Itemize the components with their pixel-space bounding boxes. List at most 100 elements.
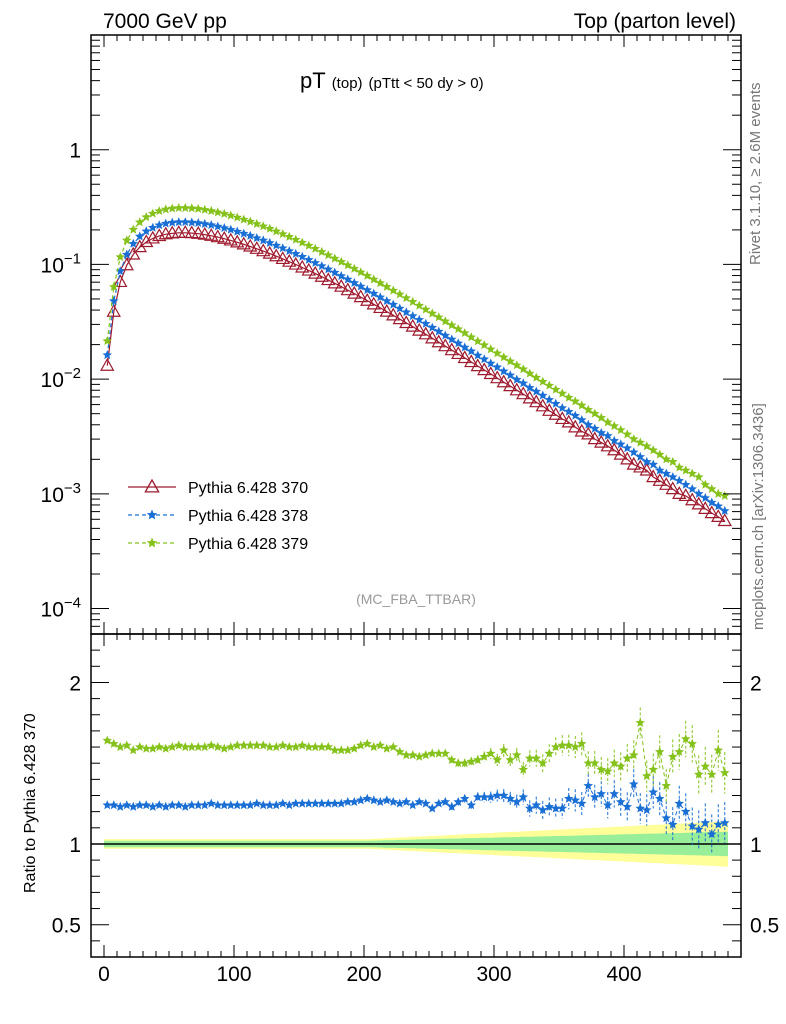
data-point <box>460 758 470 768</box>
data-point <box>375 292 385 302</box>
main-series-1 <box>102 217 730 515</box>
data-point <box>206 740 216 750</box>
data-point <box>616 425 626 435</box>
data-point <box>174 740 184 750</box>
data-point <box>349 797 359 806</box>
data-point <box>444 342 459 356</box>
data-point <box>122 800 132 810</box>
data-point <box>434 312 444 322</box>
data-point <box>388 797 398 806</box>
data-point <box>258 235 268 245</box>
data-point <box>232 226 242 236</box>
data-point <box>369 274 379 284</box>
data-point <box>148 743 158 753</box>
ratio-uncertainty-band <box>91 821 741 867</box>
data-point <box>544 380 554 390</box>
data-point <box>720 505 730 515</box>
data-point <box>245 740 255 750</box>
data-point <box>388 742 398 752</box>
data-point <box>490 370 505 384</box>
data-point <box>574 423 589 437</box>
data-point <box>626 456 641 470</box>
data-point <box>167 742 177 752</box>
data-point <box>269 248 284 262</box>
data-point <box>516 386 531 400</box>
data-point <box>531 386 541 396</box>
plot-title-main: pT <box>300 68 326 93</box>
data-point <box>174 800 184 810</box>
data-point <box>531 800 541 810</box>
data-point <box>483 366 498 380</box>
data-point <box>219 800 229 810</box>
data-point <box>713 819 723 829</box>
data-point <box>620 451 635 465</box>
legend-label: Pythia 6.428 378 <box>188 508 308 525</box>
data-point <box>672 486 687 499</box>
data-point <box>681 806 691 816</box>
data-point <box>466 756 476 766</box>
data-point <box>139 234 154 248</box>
data-point <box>535 398 550 412</box>
data-point <box>304 742 314 752</box>
data-point <box>622 443 632 453</box>
data-point <box>349 263 359 273</box>
data-point <box>197 226 212 240</box>
data-point <box>161 218 171 228</box>
data-point <box>577 400 587 410</box>
data-point <box>431 334 446 348</box>
data-point <box>577 738 587 748</box>
ratio-y-tick-label-right: 0.5 <box>750 915 779 938</box>
data-point <box>258 221 268 231</box>
y-tick-label: 10−4 <box>41 595 81 622</box>
data-point <box>145 230 160 244</box>
data-point <box>297 798 307 808</box>
data-point <box>193 203 203 213</box>
data-point <box>648 445 658 455</box>
legend-entry-0: Pythia 6.428 370 <box>128 478 308 497</box>
data-point <box>204 228 219 241</box>
data-point <box>711 509 726 523</box>
data-point <box>609 421 619 431</box>
data-point <box>193 742 203 752</box>
data-point <box>193 218 203 227</box>
data-point <box>256 243 271 257</box>
data-point <box>427 308 437 318</box>
data-point <box>226 224 236 234</box>
main-series-2 <box>102 202 730 500</box>
data-point <box>499 366 509 376</box>
data-point <box>509 382 524 396</box>
data-point <box>700 761 710 771</box>
data-point <box>115 252 125 262</box>
data-point <box>531 753 541 763</box>
data-point <box>596 788 606 798</box>
data-point <box>668 472 678 482</box>
data-point <box>538 805 548 815</box>
data-point <box>314 269 329 282</box>
data-point <box>213 221 223 231</box>
data-point <box>564 740 574 750</box>
data-point <box>356 795 366 805</box>
ratio-series-group <box>102 707 730 855</box>
data-point <box>252 233 262 243</box>
data-point <box>421 318 431 328</box>
legend-marker <box>146 537 158 548</box>
legend-marker <box>144 478 160 493</box>
ratio-series-1 <box>102 707 730 803</box>
data-point <box>343 274 353 284</box>
data-point <box>613 446 628 460</box>
data-point <box>499 745 509 755</box>
data-point <box>375 797 385 806</box>
data-point <box>122 235 132 245</box>
y-tick-label: 10−2 <box>41 365 81 392</box>
data-point <box>291 742 301 752</box>
data-point <box>642 771 652 781</box>
data-point <box>470 358 485 372</box>
data-point <box>473 350 483 360</box>
plot-title: pT (top) (pTtt < 50 dy > 0) <box>300 68 484 93</box>
data-point <box>245 230 255 240</box>
data-point <box>382 281 392 291</box>
data-point <box>206 205 216 215</box>
data-point <box>648 459 658 469</box>
data-point <box>191 225 206 239</box>
data-point <box>596 412 606 422</box>
